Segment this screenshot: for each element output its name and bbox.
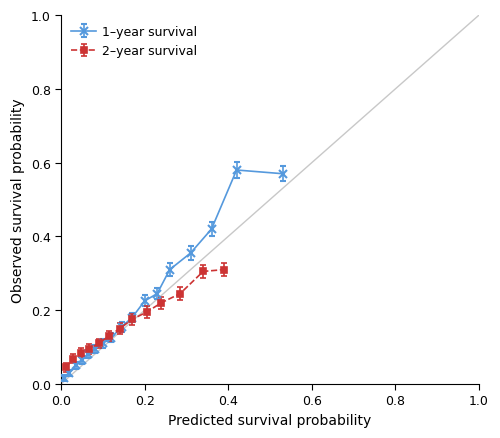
- Y-axis label: Observed survival probability: Observed survival probability: [11, 98, 25, 302]
- X-axis label: Predicted survival probability: Predicted survival probability: [168, 413, 372, 427]
- Legend: 1–year survival, 2–year survival: 1–year survival, 2–year survival: [68, 22, 201, 62]
